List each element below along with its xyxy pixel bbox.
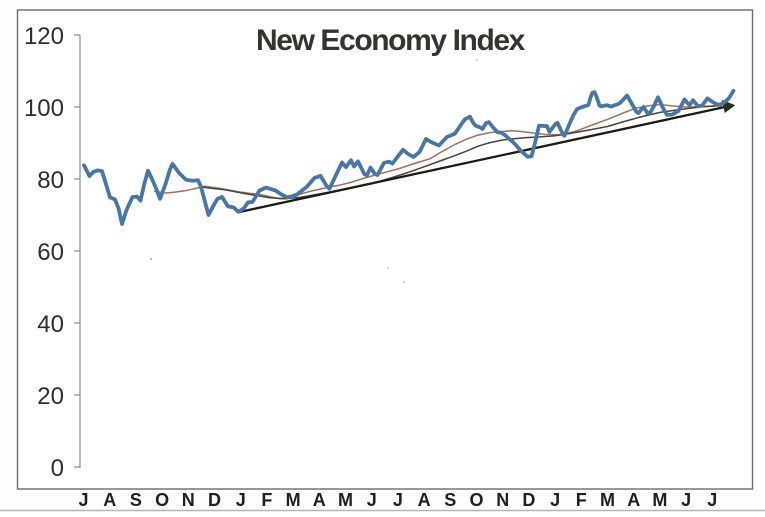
svg-text:D: D [522,490,535,510]
svg-text:40: 40 [37,311,64,338]
svg-text:New Economy Index: New Economy Index [256,24,526,57]
svg-text:100: 100 [24,95,64,122]
svg-text:J: J [550,490,560,510]
svg-text:20: 20 [37,383,64,410]
svg-text:120: 120 [24,23,64,50]
svg-text:A: A [627,490,640,510]
svg-text:J: J [681,490,691,510]
svg-text:S: S [444,490,456,510]
svg-text:N: N [182,490,195,510]
svg-text:J: J [707,490,717,510]
svg-text:M: M [652,490,667,510]
svg-text:A: A [313,490,326,510]
svg-text:J: J [393,490,403,510]
svg-text:F: F [261,490,272,510]
svg-text:60: 60 [37,239,64,266]
svg-text:M: M [286,490,301,510]
svg-text:O: O [155,490,169,510]
svg-text:F: F [576,490,587,510]
svg-text:N: N [496,490,509,510]
svg-text:A: A [103,490,116,510]
svg-text:O: O [469,490,483,510]
svg-text:80: 80 [37,167,64,194]
svg-text:J: J [367,490,377,510]
svg-text:J: J [236,490,246,510]
svg-text:S: S [130,490,142,510]
svg-text:M: M [600,490,615,510]
svg-text:0: 0 [51,455,64,482]
svg-text:J: J [78,490,88,510]
svg-text:M: M [338,490,353,510]
svg-text:A: A [418,490,431,510]
svg-text:D: D [208,490,221,510]
